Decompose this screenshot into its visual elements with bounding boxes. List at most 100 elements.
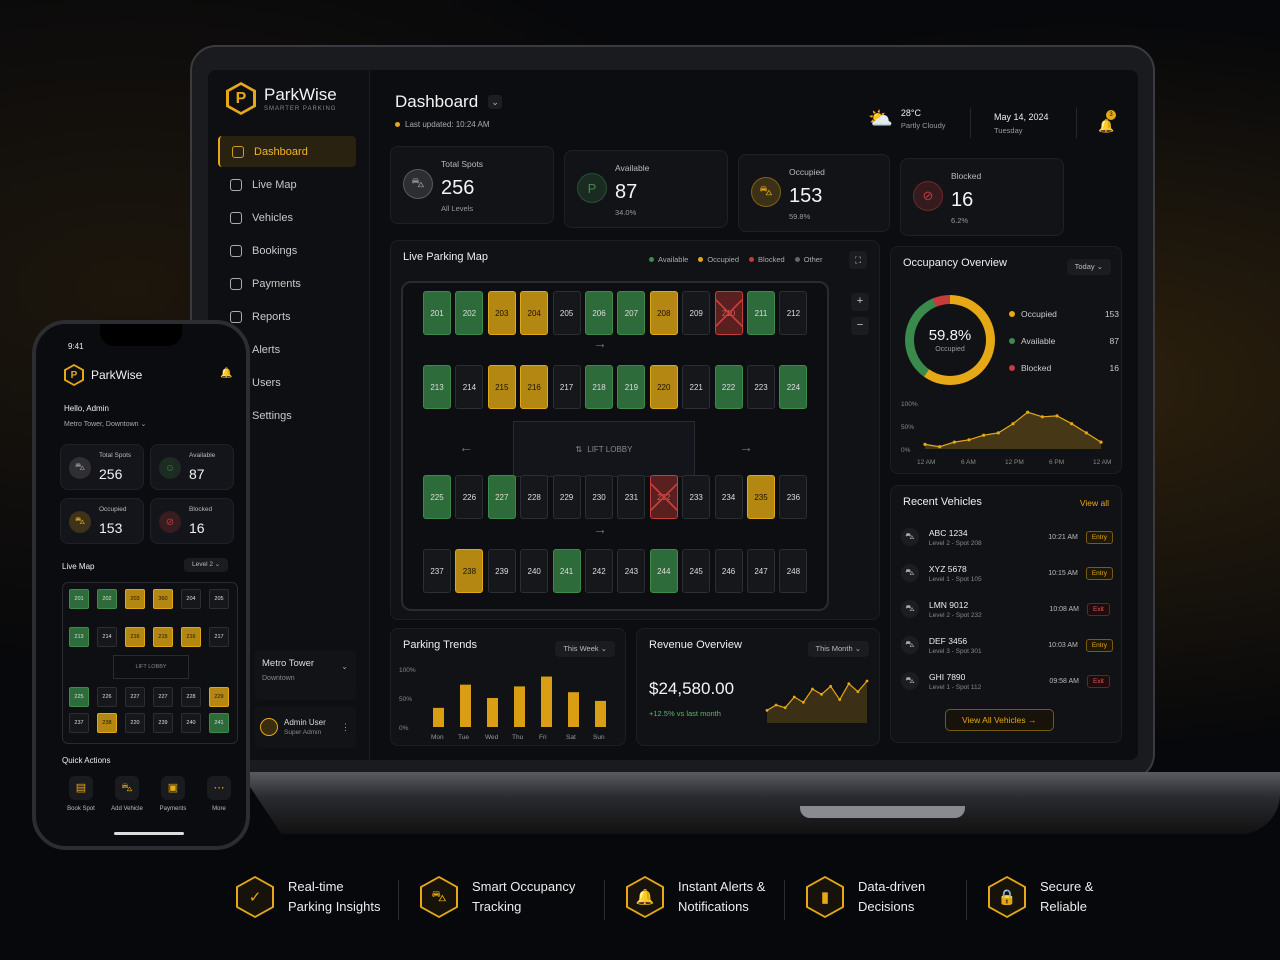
phone-level-select[interactable]: Level 2 ⌄ xyxy=(184,558,229,572)
parking-spot[interactable]: 231 xyxy=(617,475,646,519)
vehicle-row[interactable]: ⛍ ABC 1234 Level 2 - Spot 208 10:21 AM Entry xyxy=(901,520,1113,554)
sidebar-item-dashboard[interactable]: Dashboard xyxy=(218,136,356,167)
parking-spot[interactable]: 208 xyxy=(649,291,678,335)
parking-spot[interactable]: 245 xyxy=(682,549,711,593)
parking-spot[interactable]: 239 xyxy=(487,549,516,593)
vehicle-row[interactable]: ⛍ XYZ 5678 Level 1 - Spot 105 10:15 AM Entry xyxy=(901,556,1113,590)
parking-spot[interactable]: 229 xyxy=(552,475,581,519)
parking-spot[interactable]: 237 xyxy=(423,549,451,593)
phone-parking-spot[interactable]: 204 xyxy=(181,589,201,609)
phone-parking-spot[interactable]: 220 xyxy=(125,713,145,733)
parking-spot[interactable]: 230 xyxy=(585,475,613,519)
phone-parking-spot[interactable]: 202 xyxy=(97,589,117,609)
parking-spot[interactable]: 238 xyxy=(455,549,484,593)
parking-spot[interactable]: 248 xyxy=(779,549,808,593)
sidebar-item-payments[interactable]: Payments xyxy=(218,268,356,299)
vehicle-row[interactable]: ⛍ GHI 7890 Level 1 - Spot 112 09:58 AM Exit xyxy=(901,664,1113,698)
view-all-vehicles-button[interactable]: View All Vehicles → xyxy=(945,709,1054,731)
phone-parking-spot[interactable]: 227 xyxy=(153,687,173,707)
parking-spot[interactable]: 241 xyxy=(552,549,581,593)
parking-spot[interactable]: 242 xyxy=(585,549,613,593)
parking-spot[interactable]: 222 xyxy=(714,365,743,409)
quick-action-more[interactable]: ⋯ More xyxy=(202,776,236,812)
phone-parking-spot[interactable]: 216 xyxy=(181,627,201,647)
phone-parking-spot[interactable]: 215 xyxy=(153,627,173,647)
brand[interactable]: P ParkWise SMARTER PARKING xyxy=(226,82,337,115)
phone-parking-spot[interactable]: 226 xyxy=(97,687,117,707)
phone-parking-spot[interactable]: 216 xyxy=(125,627,145,647)
phone-parking-spot[interactable]: 240 xyxy=(181,713,201,733)
sidebar-item-vehicles[interactable]: Vehicles xyxy=(218,202,356,233)
quick-action-book-spot[interactable]: ▤ Book Spot xyxy=(64,776,98,812)
parking-spot[interactable]: 236 xyxy=(779,475,808,519)
parking-spot[interactable]: 244 xyxy=(649,549,678,593)
zoom-in-button[interactable]: + xyxy=(851,293,869,311)
phone-parking-spot[interactable]: 225 xyxy=(69,687,89,707)
parking-spot[interactable]: 221 xyxy=(682,365,711,409)
phone-parking-spot[interactable]: 239 xyxy=(153,713,173,733)
sidebar-item-reports[interactable]: Reports xyxy=(218,301,356,332)
phone-location[interactable]: Metro Tower, Downtown ⌄ xyxy=(64,421,147,428)
parking-spot[interactable]: 202 xyxy=(455,291,484,335)
phone-parking-spot[interactable]: 360 xyxy=(153,589,173,609)
sidebar-item-live-map[interactable]: Live Map xyxy=(218,169,356,200)
parking-spot[interactable]: 217 xyxy=(552,365,581,409)
phone-parking-spot[interactable]: 227 xyxy=(125,687,145,707)
parking-spot[interactable]: 207 xyxy=(617,291,646,335)
phone-parking-spot[interactable]: 203 xyxy=(125,589,145,609)
more-icon[interactable]: ⋮ xyxy=(341,721,350,732)
parking-spot[interactable]: 220 xyxy=(649,365,678,409)
view-all-link[interactable]: View all xyxy=(1079,498,1109,508)
parking-spot[interactable]: 210 xyxy=(714,291,743,335)
sidebar-item-bookings[interactable]: Bookings xyxy=(218,235,356,266)
bell-icon[interactable]: 🔔 xyxy=(220,368,233,379)
parking-spot[interactable]: 218 xyxy=(585,365,613,409)
parking-spot[interactable]: 204 xyxy=(520,291,549,335)
quick-action-payments[interactable]: ▣ Payments xyxy=(156,776,190,812)
parking-spot[interactable]: 233 xyxy=(682,475,711,519)
phone-parking-spot[interactable]: 201 xyxy=(69,589,89,609)
phone-parking-spot[interactable]: 241 xyxy=(209,713,229,733)
phone-parking-spot[interactable]: 213 xyxy=(69,627,89,647)
parking-spot[interactable]: 224 xyxy=(779,365,808,409)
vehicle-row[interactable]: ⛍ DEF 3456 Level 3 - Spot 301 10:03 AM Entry xyxy=(901,628,1113,662)
parking-spot[interactable]: 223 xyxy=(747,365,775,409)
parking-spot[interactable]: 212 xyxy=(779,291,808,335)
parking-spot[interactable]: 215 xyxy=(487,365,516,409)
range-select[interactable]: Today ⌄ xyxy=(1066,259,1111,275)
zoom-out-button[interactable]: − xyxy=(851,317,869,335)
parking-spot[interactable]: 234 xyxy=(714,475,743,519)
bell-icon[interactable]: 🔔 xyxy=(1098,118,1115,133)
phone-parking-spot[interactable]: 228 xyxy=(181,687,201,707)
title-dropdown[interactable]: ⌄ xyxy=(488,95,503,109)
parking-spot[interactable]: 216 xyxy=(520,365,549,409)
vehicle-row[interactable]: ⛍ LMN 9012 Level 2 - Spot 232 10:08 AM Exit xyxy=(901,592,1113,626)
parking-spot[interactable]: 232 xyxy=(649,475,678,519)
parking-spot[interactable]: 211 xyxy=(747,291,775,335)
user-profile[interactable]: Admin User Super Admin ⋮ xyxy=(254,706,356,748)
parking-spot[interactable]: 203 xyxy=(487,291,516,335)
expand-icon[interactable]: ⛶ xyxy=(849,251,867,269)
parking-spot[interactable]: 243 xyxy=(617,549,646,593)
parking-spot[interactable]: 246 xyxy=(714,549,743,593)
parking-spot[interactable]: 214 xyxy=(455,365,484,409)
phone-parking-spot[interactable]: 237 xyxy=(69,713,89,733)
parking-spot[interactable]: 227 xyxy=(487,475,516,519)
parking-spot[interactable]: 235 xyxy=(747,475,775,519)
parking-spot[interactable]: 225 xyxy=(423,475,451,519)
phone-parking-spot[interactable]: 238 xyxy=(97,713,117,733)
quick-action-add-vehicle[interactable]: ⛍ Add Vehicle xyxy=(110,776,144,812)
phone-parking-spot[interactable]: 229 xyxy=(209,687,229,707)
revenue-range-select[interactable]: This Month ⌄ xyxy=(807,641,869,657)
trends-range-select[interactable]: This Week ⌄ xyxy=(555,641,615,657)
phone-parking-spot[interactable]: 217 xyxy=(209,627,229,647)
parking-spot[interactable]: 213 xyxy=(423,365,451,409)
parking-spot[interactable]: 206 xyxy=(585,291,613,335)
parking-spot[interactable]: 201 xyxy=(423,291,451,335)
parking-spot[interactable]: 228 xyxy=(520,475,549,519)
parking-spot[interactable]: 205 xyxy=(552,291,581,335)
parking-spot[interactable]: 219 xyxy=(617,365,646,409)
parking-spot[interactable]: 240 xyxy=(520,549,549,593)
parking-spot[interactable]: 209 xyxy=(682,291,711,335)
parking-spot[interactable]: 247 xyxy=(747,549,775,593)
